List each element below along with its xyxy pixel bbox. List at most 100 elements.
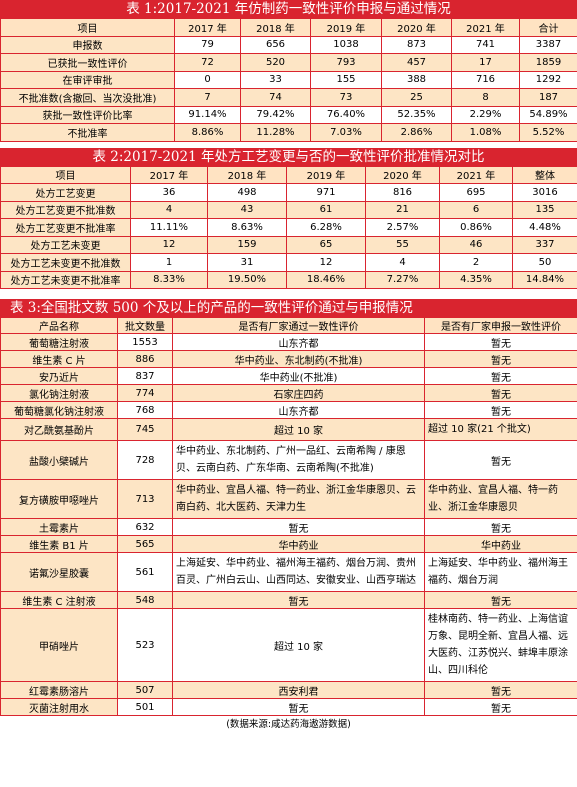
- column-header: 2020 年: [381, 18, 452, 37]
- table-cell: 7: [174, 88, 241, 107]
- column-header: 2018 年: [240, 18, 311, 37]
- table-cell: 4.35%: [439, 270, 513, 289]
- table-cell: 4: [130, 200, 208, 219]
- table-cell: 暂无: [424, 333, 577, 351]
- source-note: (数据来源:咸达药海遨游数据): [226, 719, 351, 730]
- table-cell: 6.28%: [286, 218, 366, 237]
- table-cell: 1859: [519, 53, 577, 72]
- row-label: 葡萄糖注射液: [0, 333, 118, 351]
- table-cell: 11.28%: [240, 123, 311, 142]
- table-cell: 山东齐都: [172, 401, 425, 419]
- table-cell: 7.27%: [365, 270, 440, 289]
- row-label: 申报数: [0, 35, 175, 54]
- table-cell: 695: [439, 183, 513, 202]
- table-cell: 52.35%: [381, 105, 452, 124]
- table-row: 申报数 79 656 1038 873 741 3387: [0, 35, 577, 54]
- table-row: 红霉素肠溶片 507 西安利君 暂无: [0, 681, 577, 699]
- table-cell: 华中药业、东北制药(不批准): [172, 350, 425, 368]
- table-cell: 561: [117, 552, 173, 592]
- row-label: 获批一致性评价比率: [0, 105, 175, 124]
- table-cell: 1292: [519, 70, 577, 89]
- table-cell: 523: [117, 608, 173, 682]
- table-cell: 8.63%: [207, 218, 287, 237]
- header-row: 产品名称 批文数量 是否有厂家通过一致性评价 是否有厂家申报一致性评价: [0, 317, 577, 334]
- column-header: 2018 年: [207, 165, 287, 184]
- row-label: 处方工艺变更不批准数: [0, 200, 131, 219]
- table-cell: 520: [240, 53, 311, 72]
- table-cell: 768: [117, 401, 173, 419]
- table-row: 安乃近片 837 华中药业(不批准) 暂无: [0, 367, 577, 385]
- table-cell: 7.03%: [310, 123, 382, 142]
- table-cell: 19.50%: [207, 270, 287, 289]
- table-cell: 388: [381, 70, 452, 89]
- row-label: 处方工艺变更: [0, 183, 131, 202]
- row-label: 安乃近片: [0, 367, 118, 385]
- table-row: 诺氟沙星胶囊 561 上海延安、华中药业、福州海王福药、烟台万润、贵州百灵、广州白云…: [0, 552, 577, 592]
- table-cell: 8.33%: [130, 270, 208, 289]
- column-header: 是否有厂家通过一致性评价: [172, 317, 425, 334]
- table-cell: 超过 10 家: [172, 608, 425, 682]
- table-cell: 华中药业: [172, 535, 425, 553]
- table-cell: 6: [439, 200, 513, 219]
- table-cell: 4.48%: [512, 218, 577, 237]
- table-cell: 155: [310, 70, 382, 89]
- table-cell: 337: [512, 235, 577, 254]
- table-row: 处方工艺变更 36 498 971 816 695 3016: [0, 183, 577, 202]
- table-cell: 54.89%: [519, 105, 577, 124]
- table-cell: 816: [365, 183, 440, 202]
- table-cell: 暂无: [424, 681, 577, 699]
- table-row: 获批一致性评价比率 91.14% 79.42% 76.40% 52.35% 2.29% 54…: [0, 105, 577, 124]
- table-cell: 暂无: [172, 518, 425, 536]
- row-label: 处方工艺未变更: [0, 235, 131, 254]
- table-cell: 2: [439, 253, 513, 272]
- row-label: 处方工艺未变更不批准率: [0, 270, 131, 289]
- table-cell: 55: [365, 235, 440, 254]
- table-cell: 4: [365, 253, 440, 272]
- table-cell: 山东齐都: [172, 333, 425, 351]
- row-label: 氯化钠注射液: [0, 384, 118, 402]
- table-cell: 暂无: [424, 440, 577, 480]
- table-cell: 713: [117, 479, 173, 519]
- column-header: 2021 年: [439, 165, 513, 184]
- table-cell: 79.42%: [240, 105, 311, 124]
- table-cell: 73: [310, 88, 382, 107]
- column-header: 2019 年: [310, 18, 382, 37]
- row-label: 维生素 C 片: [0, 350, 118, 368]
- row-label: 土霉素片: [0, 518, 118, 536]
- table-cell: 1: [130, 253, 208, 272]
- table-row: 维生素 C 注射液 548 暂无 暂无: [0, 591, 577, 609]
- table-row: 处方工艺未变更不批准数 1 31 12 4 2 50: [0, 253, 577, 272]
- table-cell: 886: [117, 350, 173, 368]
- table-cell: 507: [117, 681, 173, 699]
- table-cell: 187: [519, 88, 577, 107]
- table-cell: 61: [286, 200, 366, 219]
- table-row: 不批准率 8.86% 11.28% 7.03% 2.86% 1.08% 5.52%: [0, 123, 577, 142]
- table-cell: 501: [117, 698, 173, 716]
- table-cell: 华中药业、东北制药、广州一品红、云南希陶 / 康恩贝、云南白药、广东华南、云南希…: [172, 440, 425, 480]
- column-header: 是否有厂家申报一致性评价: [424, 317, 577, 334]
- table-cell: 50: [512, 253, 577, 272]
- table-cell: 超过 10 家(21 个批文): [424, 418, 577, 441]
- row-label: 维生素 C 注射液: [0, 591, 118, 609]
- row-label: 处方工艺未变更不批准数: [0, 253, 131, 272]
- table-cell: 25: [381, 88, 452, 107]
- table-cell: 5.52%: [519, 123, 577, 142]
- table1-title: 表 1:2017-2021 年仿制药一致性评价申报与通过情况: [0, 0, 577, 18]
- table-row: 维生素 B1 片 565 华中药业 华中药业: [0, 535, 577, 553]
- table-cell: 暂无: [424, 518, 577, 536]
- table-cell: 74: [240, 88, 311, 107]
- table-cell: 18.46%: [286, 270, 366, 289]
- table-cell: 873: [381, 35, 452, 54]
- table-cell: 暂无: [424, 384, 577, 402]
- table-row: 葡萄糖氯化钠注射液 768 山东齐都 暂无: [0, 401, 577, 419]
- table-cell: 656: [240, 35, 311, 54]
- row-label: 复方磺胺甲噁唑片: [0, 479, 118, 519]
- header-row: 项目 2017 年 2018 年 2019 年 2020 年 2021 年合计: [0, 18, 577, 37]
- table-row: 维生素 C 片 886 华中药业、东北制药(不批准) 暂无: [0, 350, 577, 368]
- table-cell: 76.40%: [310, 105, 382, 124]
- column-header: 项目: [0, 165, 131, 184]
- table-cell: 741: [451, 35, 520, 54]
- table-cell: 12: [286, 253, 366, 272]
- row-label: 已获批一致性评价: [0, 53, 175, 72]
